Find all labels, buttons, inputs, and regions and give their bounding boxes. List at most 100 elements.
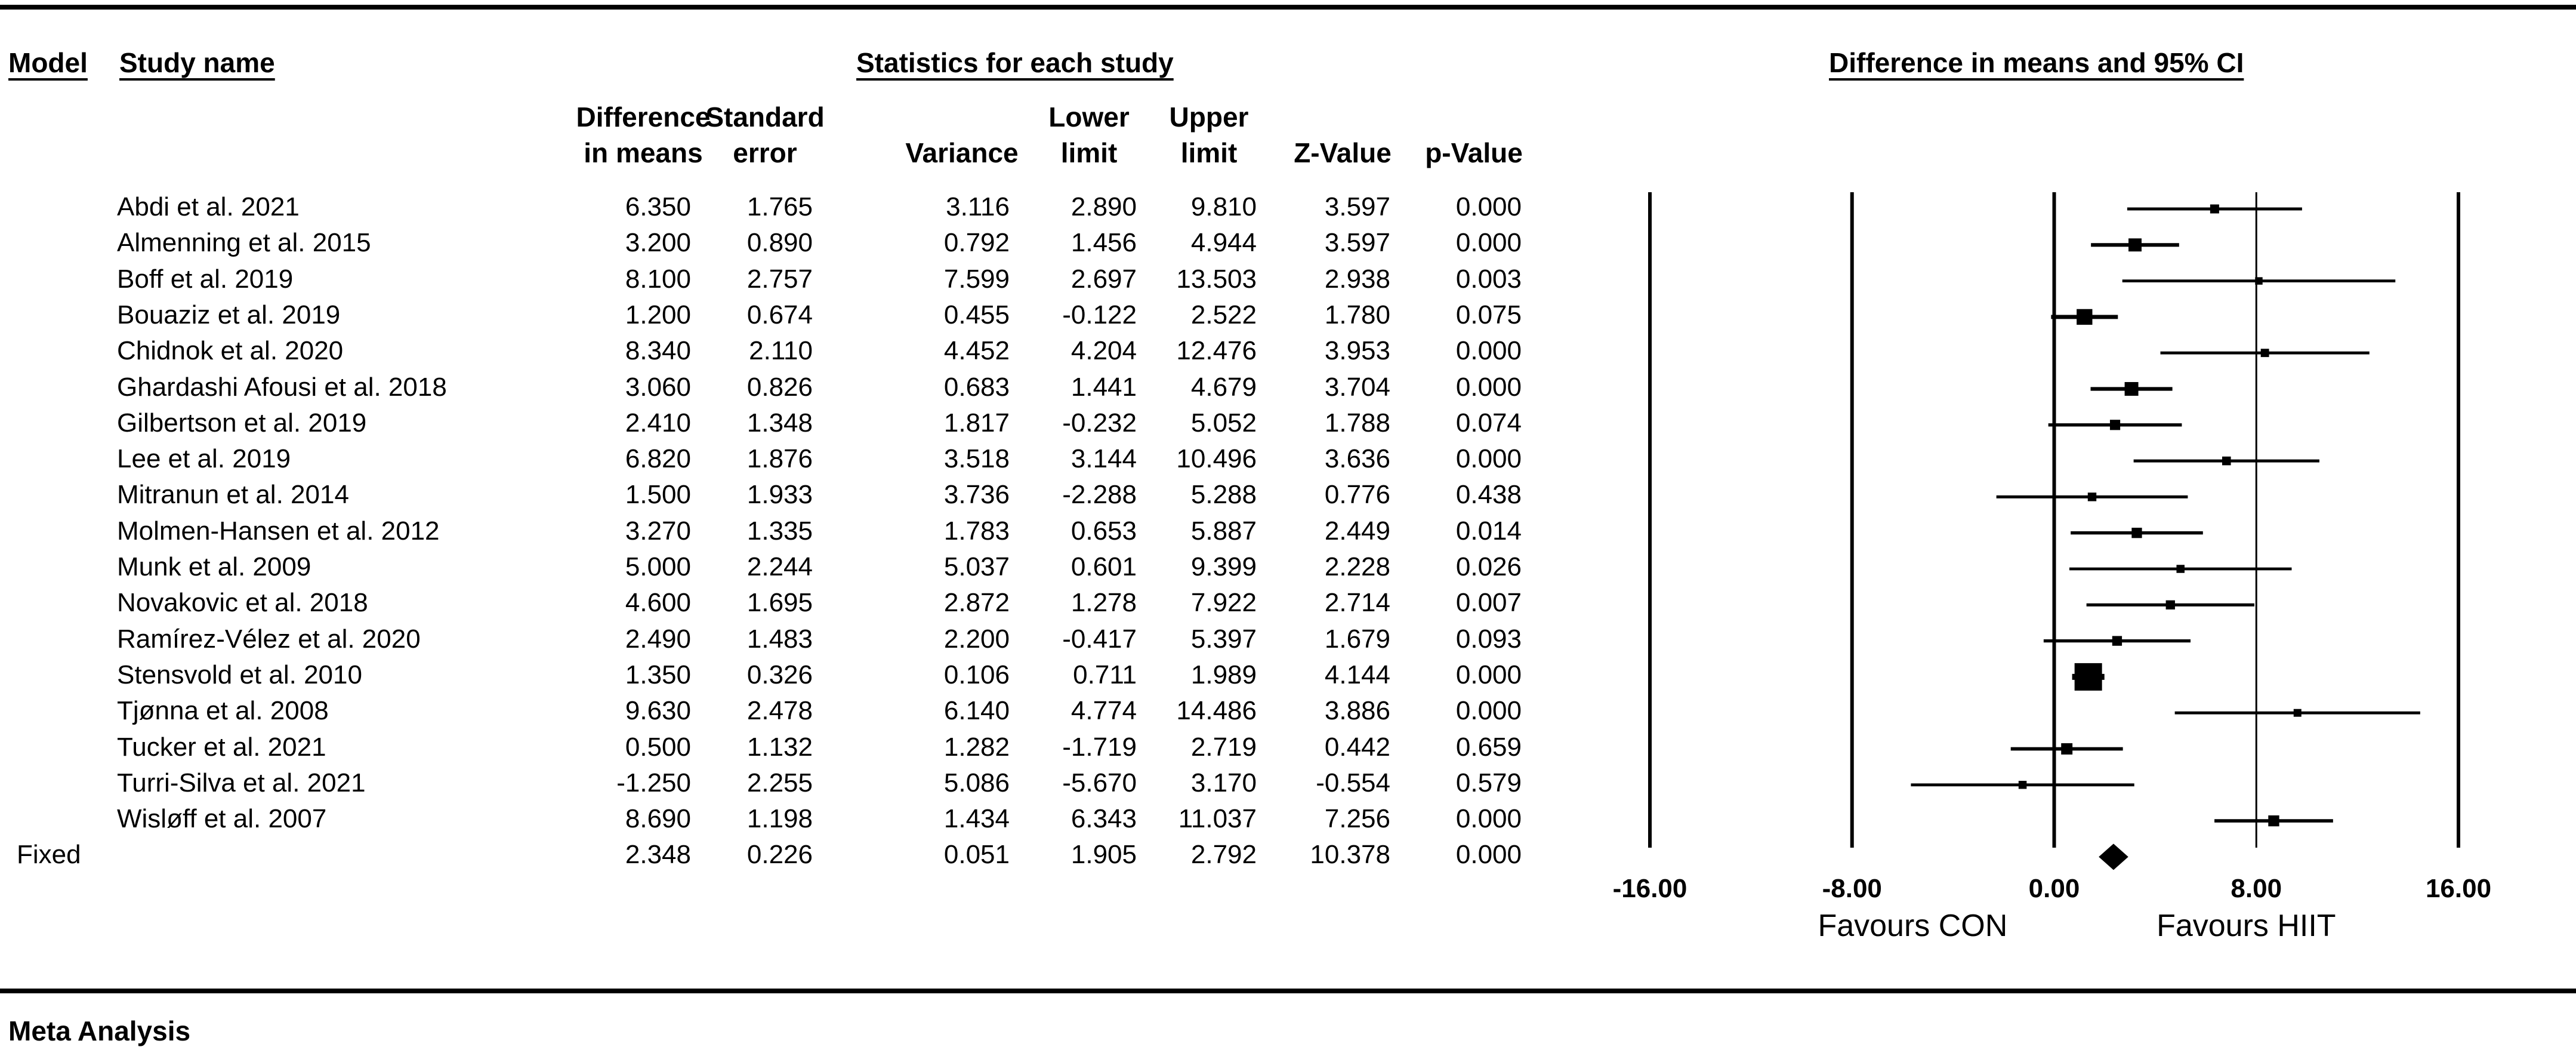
cell-diff: 3.200 [625,228,691,258]
point-estimate [2293,709,2302,717]
cell-se: 1.335 [746,516,813,546]
summary-cell-p: 0.000 [1455,840,1522,870]
cell-p: 0.014 [1455,516,1522,546]
cell-var: 0.683 [943,372,1010,402]
cell-var: 5.086 [943,768,1010,798]
favours-con-label: Favours CON [1818,909,2007,943]
cell-upper: 10.496 [1176,444,1257,474]
cell-diff: -1.250 [616,768,691,798]
cell-z: 1.679 [1324,624,1390,654]
study-name-cell: Wisløff et al. 2007 [117,804,327,834]
cell-p: 0.000 [1455,696,1522,726]
study-name-cell: Novakovic et al. 2018 [117,588,368,618]
tick-label: -16.00 [1613,874,1687,903]
column-header-diff: Difference in means [572,99,715,171]
column-header-line: Standard [705,101,825,133]
study-name-cell: Bouaziz et al. 2019 [117,300,341,330]
cell-p: 0.000 [1455,228,1522,258]
model-header: Model [8,47,88,78]
column-header-upper: Upper limit [1137,99,1281,171]
cell-lower: 2.890 [1070,192,1137,221]
cell-upper: 9.399 [1190,552,1257,581]
cell-se: 2.110 [749,336,813,366]
study-name-cell: Lee et al. 2019 [117,444,291,474]
point-estimate [2112,636,2122,646]
cell-var: 6.140 [943,696,1010,726]
cell-p: 0.000 [1455,336,1522,366]
cell-diff: 4.600 [625,588,691,618]
cell-lower: 1.278 [1070,588,1137,618]
cell-lower: -0.232 [1062,408,1137,438]
cell-lower: -1.719 [1062,732,1137,762]
cell-se: 1.132 [746,732,813,762]
footer-title: Meta Analysis [8,1015,191,1046]
point-estimate [2074,663,2102,691]
cell-lower: 3.144 [1070,444,1137,474]
cell-z: -0.554 [1316,768,1390,798]
study-name-cell: Almenning et al. 2015 [117,228,371,258]
cell-lower: -2.288 [1062,480,1137,510]
column-header-line: Upper [1169,101,1249,133]
cell-lower: 4.204 [1070,336,1137,366]
cell-se: 0.890 [746,228,813,258]
cell-se: 2.757 [746,264,813,294]
summary-cell-diff: 2.348 [625,840,691,870]
cell-diff: 9.630 [625,696,691,726]
cell-lower: -5.670 [1062,768,1137,798]
statistics-header: Statistics for each study [856,47,1174,78]
cell-p: 0.438 [1455,480,1522,510]
cell-var: 5.037 [943,552,1010,581]
column-header-line: p-Value [1425,137,1523,168]
study-name-cell: Munk et al. 2009 [117,552,311,581]
cell-var: 0.106 [943,660,1010,689]
cell-lower: 0.601 [1070,552,1137,581]
cell-se: 1.198 [746,804,813,834]
cell-diff: 6.820 [625,444,691,474]
point-estimate [2222,456,2231,466]
point-estimate [2268,815,2279,827]
cell-se: 1.933 [746,480,813,510]
forest-plot: -16.00 -8.00 0.00 8.00 16.00 Favours CON Favou… [1613,192,2491,943]
column-header-line: Difference [576,101,711,133]
ci-header: Difference in means and 95% CI [1829,47,2244,78]
point-estimate [2109,420,2121,430]
tick-label: 16.00 [2426,874,2491,903]
point-estimate [2077,309,2093,325]
summary-cell-z: 10.378 [1310,840,1390,870]
cell-var: 3.736 [943,480,1010,510]
bottom-rule [0,989,2576,993]
column-header-line: Variance [905,137,1019,168]
cell-lower: 1.456 [1070,228,1137,258]
study-name-cell: Chidnok et al. 2020 [117,336,344,366]
summary-cell-var: 0.051 [943,840,1010,870]
column-header-z: Z-Value [1271,135,1414,171]
cell-var: 1.817 [943,408,1010,438]
column-header-line: in means [584,137,703,168]
cell-z: 3.597 [1324,192,1390,221]
cell-lower: 4.774 [1070,696,1137,726]
cell-upper: 13.503 [1176,264,1257,294]
cell-p: 0.000 [1455,444,1522,474]
cell-var: 7.599 [943,264,1010,294]
cell-var: 4.452 [943,336,1010,366]
cell-diff: 0.500 [625,732,691,762]
tick-label: 8.00 [2231,874,2282,903]
cell-z: 3.953 [1324,336,1390,366]
cell-p: 0.075 [1455,300,1522,330]
cell-var: 3.518 [943,444,1010,474]
cell-z: 2.938 [1324,264,1390,294]
favours-hiit-label: Favours HIIT [2157,909,2336,943]
cell-var: 3.116 [946,192,1010,221]
cell-diff: 8.340 [625,336,691,366]
cell-z: 7.256 [1324,804,1390,834]
cell-upper: 2.719 [1190,732,1257,762]
point-estimate [2260,349,2269,358]
point-estimate [2128,238,2142,252]
cell-se: 2.244 [746,552,813,581]
cell-se: 1.765 [746,192,813,221]
point-estimate [2061,743,2073,755]
cell-se: 1.348 [746,408,813,438]
cell-var: 0.792 [943,228,1010,258]
cell-p: 0.000 [1455,372,1522,402]
cell-p: 0.579 [1455,768,1522,798]
